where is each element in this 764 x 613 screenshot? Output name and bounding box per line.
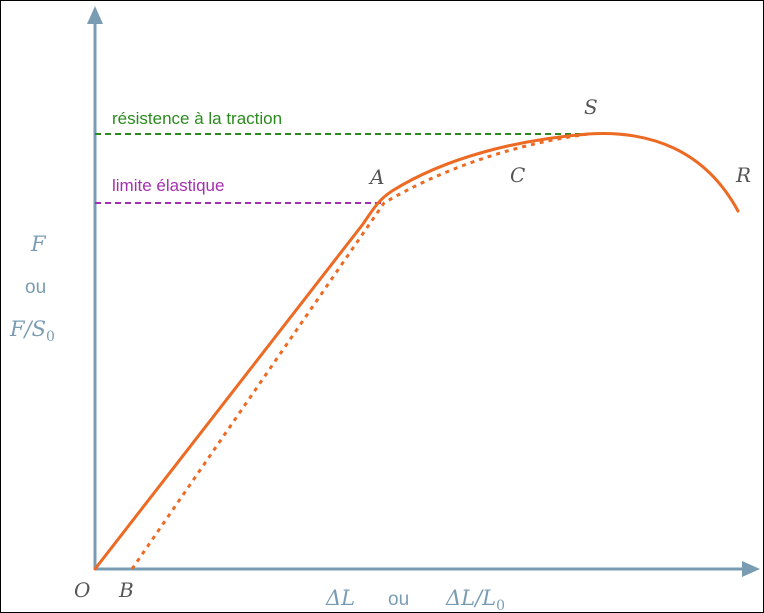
x-axis-label-left: ΔL: [325, 586, 355, 610]
point-label-o: O: [74, 578, 90, 602]
point-label-b: B: [118, 578, 134, 602]
stress-strain-curve: [93, 132, 740, 571]
y-axis-label-bottom: F/S0: [9, 317, 55, 345]
x-axis-label-right: ΔL/L0: [445, 586, 505, 613]
point-label-c: C: [510, 163, 525, 187]
tensile-strength-label: résistence à la traction: [112, 109, 282, 128]
point-label-a: A: [368, 165, 384, 189]
elastic-limit-label: limite élastique: [112, 176, 224, 195]
x-axis-label-middle: ou: [388, 589, 409, 610]
y-axis-label-middle: ou: [25, 277, 46, 298]
point-label-s: S: [584, 95, 598, 119]
y-axis-arrow-icon: [87, 6, 103, 24]
x-axis-arrow-icon: [742, 561, 760, 577]
point-label-r: R: [735, 163, 751, 187]
unloading-curve: [130, 132, 589, 570]
y-axis-label-top: F: [30, 232, 47, 256]
